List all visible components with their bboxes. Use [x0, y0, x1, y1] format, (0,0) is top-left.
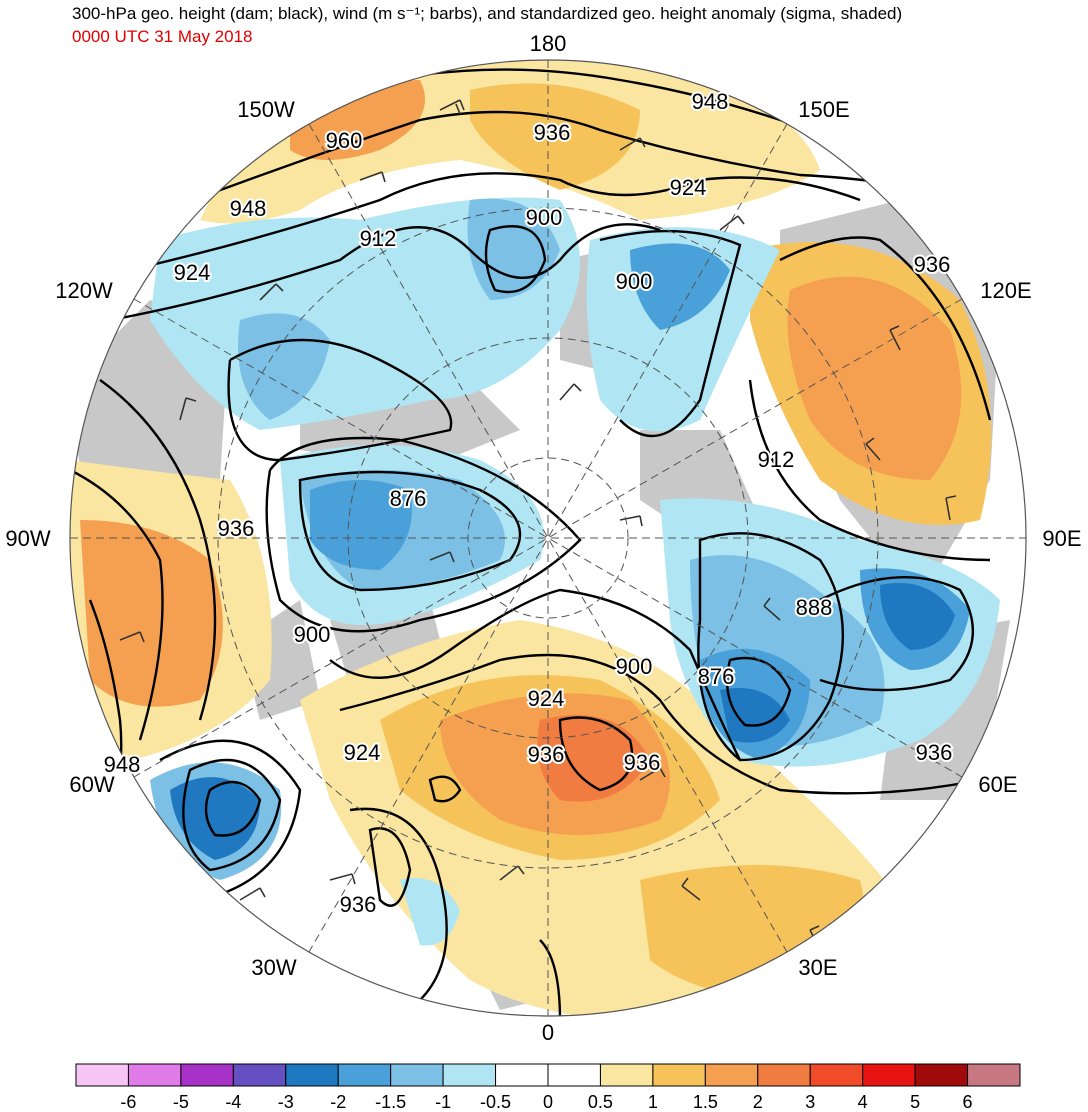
- map-datetime: 0000 UTC 31 May 2018: [72, 27, 253, 46]
- colorbar-tick-label: 6: [963, 1092, 973, 1112]
- colorbar-box: [599, 1063, 654, 1087]
- contour-label: 948: [692, 89, 729, 114]
- colorbar-box: [757, 1063, 811, 1087]
- negative-anomalies: [150, 197, 1000, 946]
- contour-label: 936: [528, 742, 565, 767]
- lon-label-60w: 60W: [69, 772, 114, 797]
- colorbar-tick-label: -3: [278, 1092, 294, 1112]
- colorbar-box: [337, 1063, 392, 1087]
- contour-label: 876: [390, 486, 427, 511]
- colorbar-tick-label: -1: [435, 1092, 451, 1112]
- colorbar-tick-label: 2: [753, 1092, 763, 1112]
- contour-label: 900: [616, 269, 653, 294]
- contour-label: 888: [796, 595, 833, 620]
- colorbar-tick-label: 4: [858, 1092, 868, 1112]
- colorbar-tick-label: 1.5: [693, 1092, 718, 1112]
- colorbar-tick-label: -0.5: [480, 1092, 511, 1112]
- contour-label: 936: [534, 120, 571, 145]
- lon-label-30w: 30W: [251, 955, 296, 980]
- lon-label-120w: 120W: [55, 278, 113, 303]
- lon-label-30e: 30E: [798, 955, 837, 980]
- contour-label: 924: [174, 260, 211, 285]
- map-disk: [70, 60, 1026, 1016]
- colorbar-tick-label: -5: [173, 1092, 189, 1112]
- colorbar-tick-label: 5: [910, 1092, 920, 1112]
- lon-label-150w: 150W: [237, 97, 295, 122]
- colorbar-boxes: [75, 1063, 1021, 1087]
- colorbar-tick-label: -6: [120, 1092, 136, 1112]
- contour-label: 948: [230, 196, 267, 221]
- colorbar-box: [862, 1063, 916, 1087]
- colorbar-tick-label: 0: [543, 1092, 553, 1112]
- contour-label: 900: [294, 622, 331, 647]
- colorbar-box: [75, 1063, 129, 1087]
- colorbar-tick-label: -4: [225, 1092, 241, 1112]
- lon-label-90e: 90E: [1042, 526, 1081, 551]
- contour-label: 936: [218, 516, 255, 541]
- colorbar-box: [232, 1063, 287, 1087]
- contour-label: 924: [528, 686, 565, 711]
- wind-barbs: [119, 99, 957, 951]
- colorbar-box: [127, 1063, 182, 1087]
- colorbar-box: [390, 1063, 444, 1087]
- colorbar: -6 -5 -4 -3 -2 -1.5 -1 -0.5 0 0.5 1 1.5 2 3 4 5 6: [75, 1063, 1021, 1112]
- positive-anomalies: [70, 60, 992, 1016]
- polar-map: 960 948 936 948 924 912 900 900 924 936 876 912 936 9…: [5, 31, 1081, 1045]
- lon-label-60e: 60E: [978, 772, 1017, 797]
- contour-label: 876: [698, 664, 735, 689]
- contour-label: 936: [340, 892, 377, 917]
- contour-label: 924: [670, 175, 707, 200]
- colorbar-box: [180, 1063, 234, 1087]
- lon-label-0: 0: [542, 1020, 554, 1045]
- contour-label: 936: [916, 740, 953, 765]
- contour-label: 924: [344, 740, 381, 765]
- map-boundary: [69, 59, 1027, 1017]
- colorbar-tick-label: -1.5: [375, 1092, 406, 1112]
- contour-label: 912: [360, 226, 397, 251]
- contour-label: 912: [758, 447, 795, 472]
- colorbar-box: [967, 1063, 1021, 1087]
- contour-label: 948: [104, 752, 141, 777]
- contour-label: 900: [526, 205, 563, 230]
- colorbar-box: [547, 1063, 601, 1087]
- colorbar-box: [285, 1063, 339, 1087]
- contour-label: 960: [326, 128, 363, 153]
- longitude-labels: 180 150E 120E 90E 60E 30E 0 30W 60W 90W …: [5, 31, 1081, 1045]
- colorbar-box: [704, 1063, 759, 1087]
- colorbar-box: [652, 1063, 706, 1087]
- colorbar-tick-label: 3: [805, 1092, 815, 1112]
- graticule: [70, 60, 1026, 1016]
- contour-labels: 960 948 936 948 924 912 900 900 924 936 876 912 936 9…: [102, 87, 955, 919]
- contour-label: 936: [624, 750, 661, 775]
- colorbar-box: [495, 1063, 549, 1087]
- colorbar-box: [809, 1063, 864, 1087]
- colorbar-ticks: -6 -5 -4 -3 -2 -1.5 -1 -0.5 0 0.5 1 1.5 2 3 4 5 6: [120, 1092, 972, 1112]
- lon-label-120e: 120E: [980, 278, 1031, 303]
- colorbar-tick-label: -2: [330, 1092, 346, 1112]
- colorbar-box: [442, 1063, 497, 1087]
- map-title: 300-hPa geo. height (dam; black), wind (…: [72, 4, 903, 23]
- colorbar-box: [914, 1063, 969, 1087]
- contour-label: 936: [914, 252, 951, 277]
- colorbar-tick-label: 1: [648, 1092, 658, 1112]
- contour-label: 900: [616, 654, 653, 679]
- lon-label-90w: 90W: [5, 526, 50, 551]
- colorbar-tick-label: 0.5: [588, 1092, 613, 1112]
- lon-label-150e: 150E: [798, 97, 849, 122]
- lon-label-180: 180: [530, 31, 567, 56]
